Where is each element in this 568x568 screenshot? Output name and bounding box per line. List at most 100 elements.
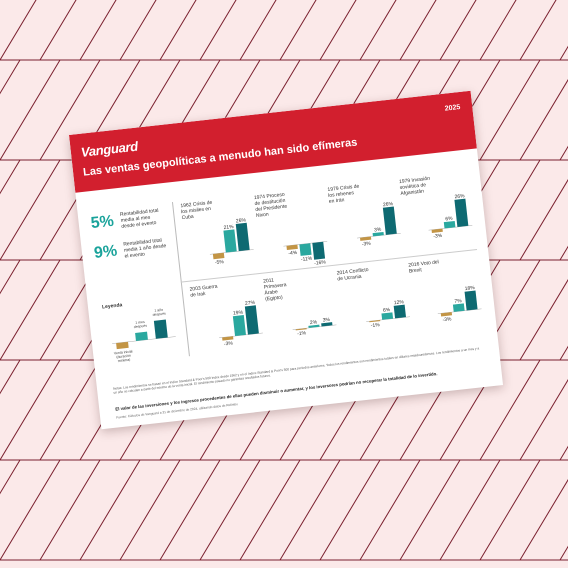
event-bars: -3% 6% 26% [428,193,473,240]
dip-bar [440,312,453,317]
pattern-line [479,359,541,461]
month-bar [372,231,384,237]
bar-value-label: -16% [314,259,327,266]
pattern-line [359,0,397,61]
dip-bar [286,244,298,251]
bar-value-label: 26% [383,201,394,208]
year-bar [393,304,406,319]
event-panel: 1962 Crisis de los misiles en Cuba -5% 21… [180,195,260,276]
pattern-line [519,379,568,461]
pattern-line [79,0,117,61]
year-bar [382,206,397,235]
pattern-line [519,279,568,361]
vanguard-logo: Vanguard [80,138,139,160]
bar-value-label: -4% [288,250,298,257]
month-bar [223,229,237,253]
pattern-line [439,459,501,561]
bar-value-label: -3% [433,233,443,240]
event-bars: -3%3% 26% [357,201,401,248]
year-bar [321,322,333,327]
pattern-line [0,59,61,161]
bar-value-label: -11% [301,256,313,263]
pattern-line [0,259,21,295]
pattern-line [359,459,421,561]
stat-value: 9% [93,242,119,262]
pattern-line [559,345,568,361]
pattern-line [39,0,77,61]
bar-value-label: 3% [374,227,382,234]
pattern-line [559,445,568,461]
month-bar [299,243,312,256]
pattern-line [399,459,461,561]
legend-month-bar [135,331,148,341]
pattern-line [479,59,541,161]
pattern-line [519,0,557,61]
pattern-line [559,145,568,161]
pattern-line [119,459,181,561]
legend-year-bar [153,319,168,339]
dip-bar [222,336,234,341]
pattern-line [319,0,357,61]
bar-value-label: 18% [464,285,475,292]
pattern-line [79,459,141,561]
pattern-line [239,459,301,561]
pattern-line [559,245,568,261]
bar-value-label: 21% [223,224,234,231]
stat-label: Rentabilidad total media 1 año desde el … [123,237,167,260]
event-panel: 2011 Primavera Árabe (Egipto) -1% 2% 3% [263,271,343,352]
bar-value-label: 6% [383,307,391,314]
event-bars: -1%2% 3% [292,317,337,337]
pattern-line [559,45,568,61]
bar-value-label: -3% [362,241,372,248]
pattern-line [0,0,37,61]
pattern-line [559,545,568,561]
report-year: 2025 [444,103,461,113]
event-panel: 2014 Conflicto de Ucrania -1% 6% 12% [336,263,416,344]
month-bar [452,303,465,312]
event-panel: 1979 Crisis de los rehenes en Irán -3% 3%… [327,179,407,260]
pattern-line [519,79,568,161]
event-panel: 2016 Voto del Brexit -3% 7% 18% [408,255,488,336]
pattern-line [0,159,61,261]
bar-value-label: -1% [370,322,380,329]
legend-dip-bar [116,341,129,350]
pattern-line [279,0,317,61]
pattern-line [0,359,61,461]
event-panel: 1979 Invasión soviética de Afganistán -3… [399,171,479,252]
dip-bar [431,228,443,233]
month-bar [308,324,320,328]
event-bars: -3% 7%18% [437,285,482,323]
infographic-sheet: Vanguard 2025 Las ventas geopolíticas a … [68,90,504,430]
legend-bars [112,319,176,350]
year-bar [454,198,469,227]
pattern-line [159,459,221,561]
pattern-line [479,459,541,561]
pattern-line [279,459,341,561]
pattern-line [0,159,21,195]
pattern-line [239,0,277,61]
month-bar [232,315,246,337]
bar-value-label: -1% [297,330,307,337]
event-bars: -5% 21%26% [209,217,254,266]
bar-value-label: -3% [224,340,234,347]
pattern-line [439,0,477,61]
year-bar [464,290,478,311]
bar-value-label: 3% [322,317,330,324]
year-bar [235,222,250,252]
pattern-line [319,459,381,561]
year-bar [244,305,259,335]
month-bar [381,312,394,320]
bar-value-label: 7% [454,298,462,305]
year-bar [312,241,326,260]
pattern-line [0,459,21,495]
dip-bar [212,252,225,260]
bar-value-label: -3% [442,316,452,323]
dip-bar [360,236,372,241]
month-bar [443,220,456,229]
event-bars: -1% 6%12% [366,299,410,329]
pattern-line [399,0,437,61]
legend-dip-label: Venta inicial (duración mínima) [113,349,133,364]
pattern-line [39,359,101,461]
pattern-line [479,0,517,61]
event-bars: -3% 19%27% [219,300,263,347]
